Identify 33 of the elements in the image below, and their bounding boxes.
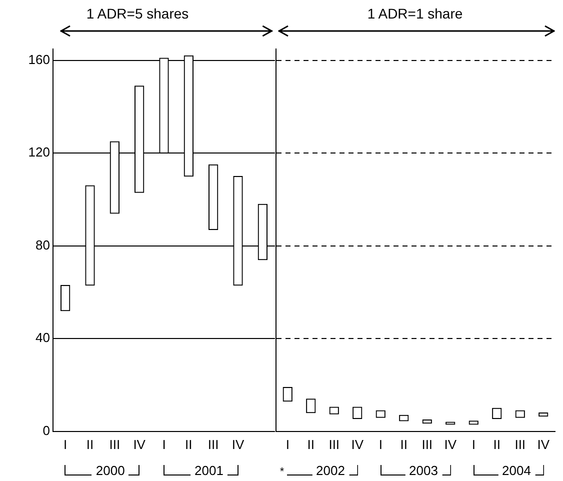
text: 2004 <box>502 463 531 478</box>
text: * <box>280 466 285 478</box>
x-tick-label: II <box>307 436 314 452</box>
x-tick-label: II <box>86 436 94 452</box>
x-tick-label: I <box>378 436 382 452</box>
x-tick-label: IV <box>133 436 146 452</box>
y-tick-label: 40 <box>36 330 50 346</box>
x-tick-label: I <box>64 436 68 452</box>
text: 2001 <box>194 463 224 478</box>
x-tick-label: I <box>162 436 166 452</box>
x-tick-label: III <box>422 436 433 452</box>
x-tick-label: II <box>400 436 408 452</box>
x-tick-label: IV <box>537 436 550 452</box>
chart-title: 1 ADR=1 share <box>367 5 463 22</box>
text: 2003 <box>409 463 438 478</box>
x-tick-label: IV <box>351 436 364 452</box>
x-tick-label: III <box>109 436 120 452</box>
y-tick-label: 120 <box>28 144 50 160</box>
chart-title: 1 ADR=5 shares <box>86 5 189 22</box>
text: 2000 <box>96 463 125 478</box>
x-tick-label: II <box>493 436 500 452</box>
y-tick-label: 160 <box>28 52 50 67</box>
x-tick-label: IV <box>232 436 244 452</box>
x-tick-label: I <box>286 436 290 452</box>
x-tick-label: IV <box>444 436 457 452</box>
x-tick-label: I <box>472 436 476 452</box>
y-tick-label: 80 <box>36 237 50 252</box>
x-tick-label: III <box>208 436 219 452</box>
y-tick-label: 0 <box>42 422 50 438</box>
text: 2002 <box>316 463 345 478</box>
x-tick-label: II <box>185 436 192 452</box>
x-tick-label: III <box>328 436 340 452</box>
x-tick-label: III <box>514 436 526 452</box>
